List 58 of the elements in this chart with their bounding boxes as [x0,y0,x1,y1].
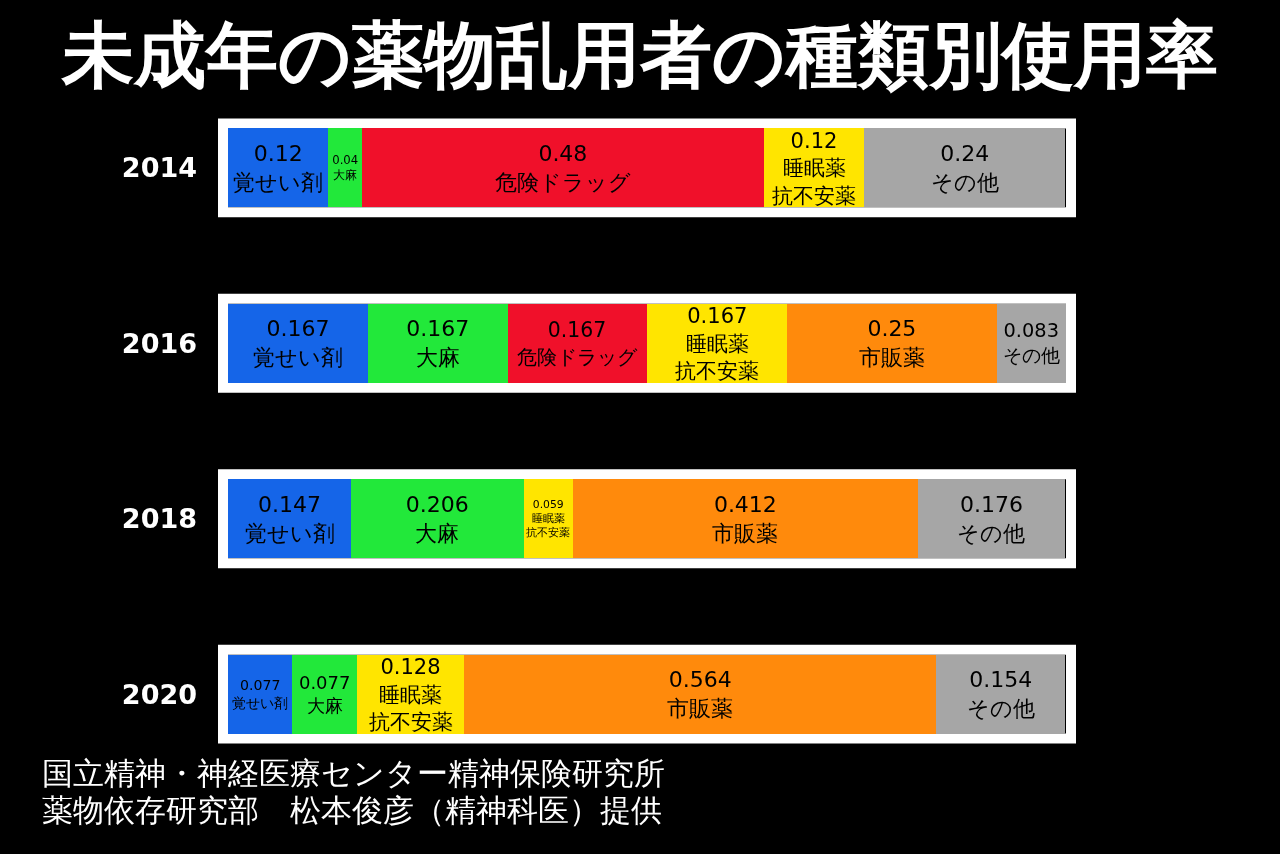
data-label: 0.167 [547,318,607,343]
chart-title: 未成年の薬物乱用者の種類別使用率 [61,13,1218,98]
text: 市販薬 [712,520,779,546]
text: 大麻 [415,520,460,546]
bar [292,654,357,734]
data-label: 0.167 [266,316,330,342]
data-label: 0.176 [960,491,1023,517]
series-label: 市販薬 [667,695,734,721]
bar [328,128,362,208]
y-tick-label: 2016 [121,327,197,359]
data-label: 0.12 [790,127,838,153]
y-tick-label: 2018 [121,503,197,535]
text: 睡眠薬抗不安薬 [772,155,857,208]
text: その他 [930,169,999,195]
data-label: 0.12 [253,141,303,167]
data-label: 0.206 [405,491,469,517]
data-label: 0.077 [298,671,351,693]
series-label: 大麻 [333,168,358,183]
data-label: 0.077 [240,676,281,693]
series-label: 危険ドラッグ [517,344,639,369]
data-label: 0.147 [258,491,322,517]
series-label: 覚せい剤 [232,695,289,712]
text: その他 [957,520,1026,546]
data-label: 0.167 [406,316,470,342]
text: その他 [966,695,1035,721]
data-label: 0.04 [332,153,359,168]
y-tick-label: 2020 [121,678,197,710]
series-label: 睡眠薬抗不安薬 [675,330,760,384]
data-label: 0.564 [668,667,732,693]
text: 薬物依存研究部 松本俊彦（精神科医）提供 [42,792,662,828]
data-label: 0.25 [867,316,917,342]
data-label: 0.167 [687,303,748,329]
text: 市販薬 [858,345,925,371]
bar [228,303,368,383]
bar [864,128,1066,208]
data-label: 0.083 [1003,319,1059,343]
data-label: 0.24 [940,141,990,167]
y-tick-label: 2014 [121,152,197,184]
text: 大麻 [415,345,460,371]
bar [787,303,997,383]
bar [917,479,1066,559]
data-label: 0.412 [713,491,777,517]
text: 覚せい剤 [244,520,335,546]
text: 覚せい剤 [252,345,343,371]
text: 危険ドラッグ [494,169,631,195]
data-label: 0.154 [969,667,1033,693]
text: 覚せい剤 [233,169,324,195]
data-label: 0.128 [380,654,441,680]
text: 大麻 [306,695,343,717]
text: 睡眠薬抗不安薬 [368,681,453,735]
bar [367,303,508,383]
series-label: その他 [1002,344,1060,368]
data-label: 0.059 [532,498,564,512]
annotation: 国立精神・神経医療センター精神保険研究所 [42,755,665,791]
data-label: 0.48 [538,141,588,167]
text: 睡眠薬抗不安薬 [526,512,571,540]
bar [936,654,1066,734]
bar [351,479,524,559]
